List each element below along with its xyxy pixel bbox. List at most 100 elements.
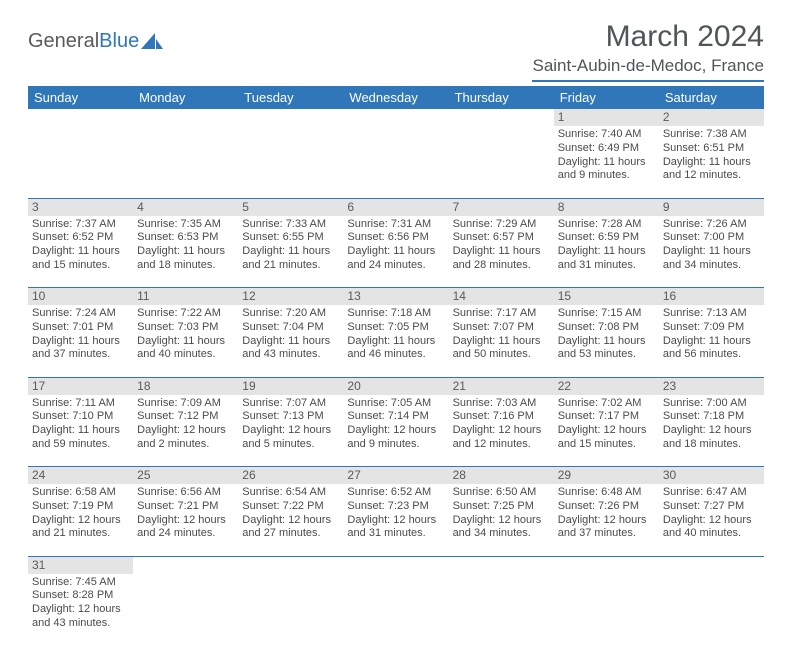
daylight-text: Daylight: 12 hours <box>32 514 129 528</box>
day-cell: Sunrise: 6:50 AMSunset: 7:25 PMDaylight:… <box>449 484 554 556</box>
day-number <box>343 109 448 126</box>
day-number: 25 <box>133 467 238 485</box>
day-cell <box>449 126 554 198</box>
daylight-text: and 40 minutes. <box>137 348 234 362</box>
day-cell: Sunrise: 7:00 AMSunset: 7:18 PMDaylight:… <box>659 395 764 467</box>
day-number: 10 <box>28 288 133 306</box>
day-number: 17 <box>28 377 133 395</box>
daylight-text: and 9 minutes. <box>347 438 444 452</box>
day-cell: Sunrise: 7:31 AMSunset: 6:56 PMDaylight:… <box>343 216 448 288</box>
day-number: 2 <box>659 109 764 126</box>
title-block: March 2024 Saint-Aubin-de-Medoc, France <box>532 20 764 82</box>
day-number: 22 <box>554 377 659 395</box>
calendar-table: SundayMondayTuesdayWednesdayThursdayFrid… <box>28 86 764 646</box>
daylight-text: Daylight: 12 hours <box>558 514 655 528</box>
day-number: 27 <box>343 467 448 485</box>
day-cell: Sunrise: 6:47 AMSunset: 7:27 PMDaylight:… <box>659 484 764 556</box>
day-number <box>659 556 764 574</box>
day-cell: Sunrise: 7:35 AMSunset: 6:53 PMDaylight:… <box>133 216 238 288</box>
day-content-row: Sunrise: 7:24 AMSunset: 7:01 PMDaylight:… <box>28 305 764 377</box>
daylight-text: Daylight: 11 hours <box>242 335 339 349</box>
day-cell: Sunrise: 7:45 AMSunset: 8:28 PMDaylight:… <box>28 574 133 646</box>
weekday-header: Wednesday <box>343 86 448 109</box>
weekday-header: Monday <box>133 86 238 109</box>
sunrise-text: Sunrise: 6:52 AM <box>347 486 444 500</box>
daylight-text: and 27 minutes. <box>242 527 339 541</box>
day-content-row: Sunrise: 7:40 AMSunset: 6:49 PMDaylight:… <box>28 126 764 198</box>
day-number <box>449 556 554 574</box>
daylight-text: and 43 minutes. <box>32 617 129 631</box>
day-number-row: 3456789 <box>28 198 764 216</box>
day-number: 24 <box>28 467 133 485</box>
sunrise-text: Sunrise: 7:13 AM <box>663 307 760 321</box>
day-number-row: 17181920212223 <box>28 377 764 395</box>
day-number <box>343 556 448 574</box>
sunrise-text: Sunrise: 7:18 AM <box>347 307 444 321</box>
day-number: 14 <box>449 288 554 306</box>
sunset-text: Sunset: 7:26 PM <box>558 500 655 514</box>
daylight-text: Daylight: 11 hours <box>453 245 550 259</box>
daylight-text: Daylight: 11 hours <box>137 335 234 349</box>
day-number: 1 <box>554 109 659 126</box>
day-cell: Sunrise: 7:13 AMSunset: 7:09 PMDaylight:… <box>659 305 764 377</box>
daylight-text: and 24 minutes. <box>137 527 234 541</box>
day-number: 19 <box>238 377 343 395</box>
sunset-text: Sunset: 6:57 PM <box>453 231 550 245</box>
daylight-text: and 21 minutes. <box>242 259 339 273</box>
daylight-text: Daylight: 12 hours <box>32 603 129 617</box>
sunset-text: Sunset: 7:18 PM <box>663 410 760 424</box>
daylight-text: Daylight: 12 hours <box>242 514 339 528</box>
sunrise-text: Sunrise: 7:24 AM <box>32 307 129 321</box>
sunrise-text: Sunrise: 7:22 AM <box>137 307 234 321</box>
daylight-text: and 37 minutes. <box>32 348 129 362</box>
daylight-text: and 56 minutes. <box>663 348 760 362</box>
day-number: 3 <box>28 198 133 216</box>
daylight-text: Daylight: 12 hours <box>137 424 234 438</box>
sunset-text: Sunset: 7:05 PM <box>347 321 444 335</box>
weekday-header: Saturday <box>659 86 764 109</box>
day-cell: Sunrise: 6:48 AMSunset: 7:26 PMDaylight:… <box>554 484 659 556</box>
day-number <box>28 109 133 126</box>
daylight-text: Daylight: 11 hours <box>347 335 444 349</box>
sunrise-text: Sunrise: 7:35 AM <box>137 218 234 232</box>
day-number: 29 <box>554 467 659 485</box>
day-number-row: 10111213141516 <box>28 288 764 306</box>
sunset-text: Sunset: 7:22 PM <box>242 500 339 514</box>
day-cell: Sunrise: 7:05 AMSunset: 7:14 PMDaylight:… <box>343 395 448 467</box>
daylight-text: and 21 minutes. <box>32 527 129 541</box>
sunrise-text: Sunrise: 6:50 AM <box>453 486 550 500</box>
sunset-text: Sunset: 6:52 PM <box>32 231 129 245</box>
sunset-text: Sunset: 7:10 PM <box>32 410 129 424</box>
daylight-text: Daylight: 12 hours <box>558 424 655 438</box>
sunrise-text: Sunrise: 7:40 AM <box>558 128 655 142</box>
weekday-header: Thursday <box>449 86 554 109</box>
day-cell: Sunrise: 7:33 AMSunset: 6:55 PMDaylight:… <box>238 216 343 288</box>
day-number: 13 <box>343 288 448 306</box>
sunset-text: Sunset: 8:28 PM <box>32 589 129 603</box>
day-number: 21 <box>449 377 554 395</box>
sunset-text: Sunset: 6:53 PM <box>137 231 234 245</box>
sunset-text: Sunset: 7:17 PM <box>558 410 655 424</box>
day-number-row: 12 <box>28 109 764 126</box>
sunrise-text: Sunrise: 6:47 AM <box>663 486 760 500</box>
sunset-text: Sunset: 7:12 PM <box>137 410 234 424</box>
day-cell: Sunrise: 7:11 AMSunset: 7:10 PMDaylight:… <box>28 395 133 467</box>
day-cell: Sunrise: 7:07 AMSunset: 7:13 PMDaylight:… <box>238 395 343 467</box>
day-number: 12 <box>238 288 343 306</box>
daylight-text: Daylight: 12 hours <box>137 514 234 528</box>
day-number: 18 <box>133 377 238 395</box>
daylight-text: Daylight: 11 hours <box>242 245 339 259</box>
logo-sail-icon <box>141 33 163 51</box>
daylight-text: Daylight: 11 hours <box>558 156 655 170</box>
sunrise-text: Sunrise: 6:58 AM <box>32 486 129 500</box>
sunset-text: Sunset: 7:09 PM <box>663 321 760 335</box>
day-number <box>133 109 238 126</box>
daylight-text: Daylight: 11 hours <box>137 245 234 259</box>
daylight-text: and 12 minutes. <box>663 169 760 183</box>
day-cell: Sunrise: 7:26 AMSunset: 7:00 PMDaylight:… <box>659 216 764 288</box>
daylight-text: and 15 minutes. <box>558 438 655 452</box>
daylight-text: and 34 minutes. <box>663 259 760 273</box>
sunrise-text: Sunrise: 6:56 AM <box>137 486 234 500</box>
day-cell: Sunrise: 7:02 AMSunset: 7:17 PMDaylight:… <box>554 395 659 467</box>
sunrise-text: Sunrise: 7:17 AM <box>453 307 550 321</box>
